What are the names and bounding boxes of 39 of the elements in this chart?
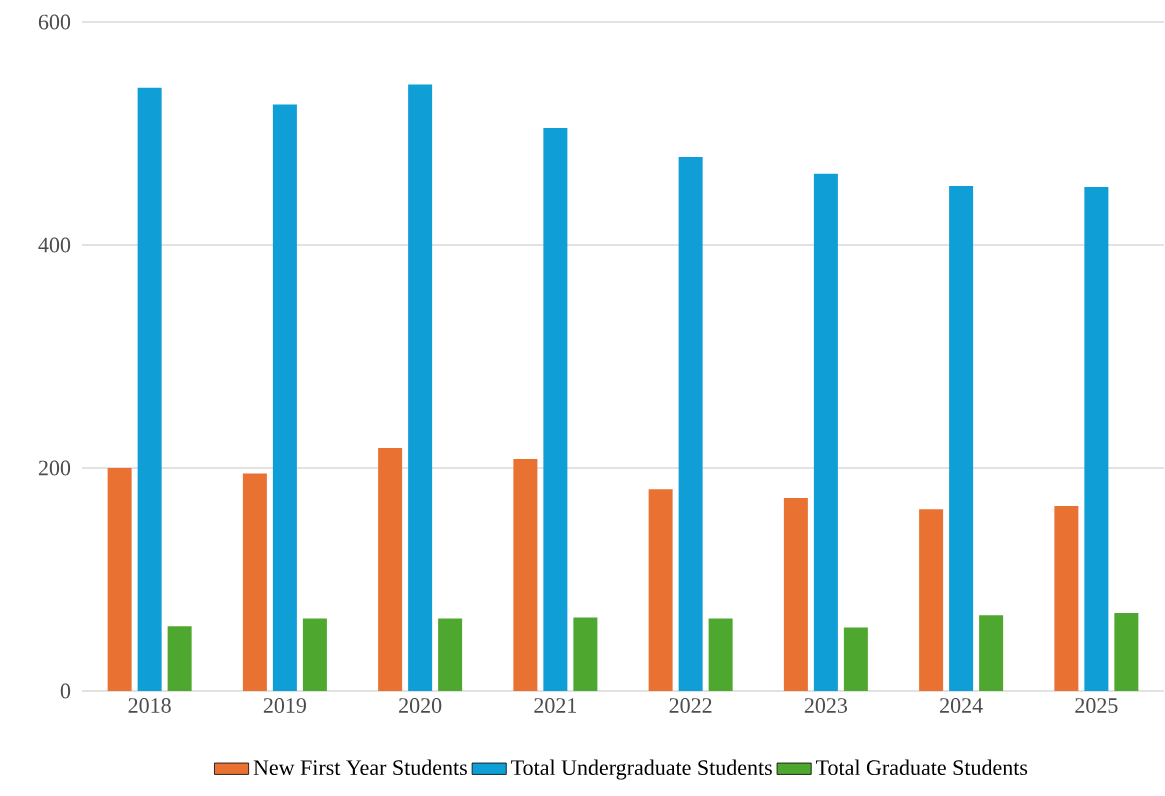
bar <box>1084 187 1109 691</box>
bar <box>272 104 297 691</box>
y-tick-label: 400 <box>38 237 71 253</box>
bar <box>107 467 132 691</box>
bar <box>543 127 568 691</box>
bar <box>648 489 673 691</box>
x-tick-label: 2024 <box>940 698 983 713</box>
x-tick-label: 2023 <box>804 698 848 713</box>
legend-label: New First Year Students <box>253 759 467 776</box>
x-tick-label: 2021 <box>534 698 577 713</box>
x-tick-label: 2025 <box>1075 698 1118 713</box>
y-tick-label: 200 <box>38 460 71 476</box>
legend-label: Total Undergraduate Students <box>511 759 772 780</box>
x-tick-label: 2018 <box>128 698 171 713</box>
bar <box>573 617 598 691</box>
bar <box>513 459 538 691</box>
bar <box>783 498 808 691</box>
bar <box>378 447 403 691</box>
bar <box>137 87 162 691</box>
legend-label: Total Graduate Students <box>816 759 1028 776</box>
y-tick-label: 600 <box>38 14 71 30</box>
bar <box>438 618 463 691</box>
x-tick-label: 2022 <box>669 698 712 713</box>
bar <box>302 618 327 691</box>
bar <box>949 185 974 691</box>
bar <box>708 618 733 691</box>
bar <box>843 627 868 691</box>
bar <box>979 615 1004 691</box>
bar <box>242 473 267 691</box>
x-tick-label: 2019 <box>263 698 306 713</box>
x-tick-label: 2020 <box>399 698 442 713</box>
bar <box>919 509 944 691</box>
bar <box>1054 505 1079 691</box>
y-tick-label: 0 <box>60 683 71 699</box>
bar <box>678 156 703 691</box>
bar <box>1114 612 1139 691</box>
bar <box>408 84 433 691</box>
bar <box>813 173 838 691</box>
bar <box>167 626 192 691</box>
